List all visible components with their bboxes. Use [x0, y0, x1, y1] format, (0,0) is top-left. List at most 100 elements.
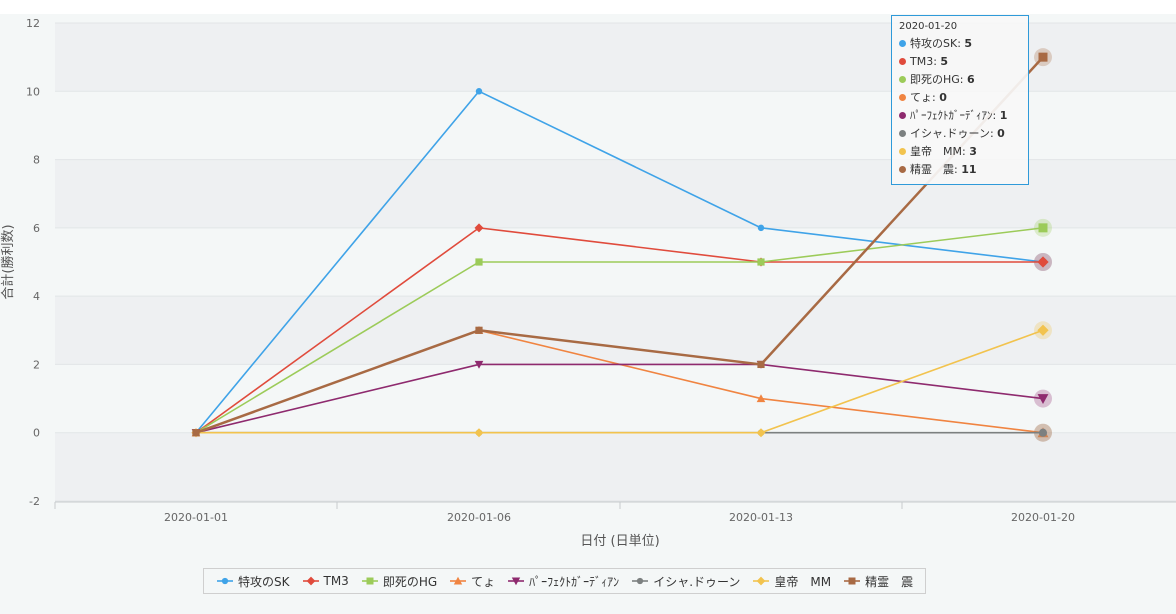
tooltip-value: 11: [961, 163, 977, 176]
data-point: [475, 258, 483, 266]
tooltip-label: 皇帝 MM:: [910, 145, 970, 158]
data-point: [474, 223, 484, 233]
legend-label: 即死のHG: [382, 574, 438, 589]
legend-marker: [306, 576, 315, 586]
legend-symbol-icon: [632, 577, 649, 585]
tooltip-row: 特攻のSK: 5: [899, 35, 1021, 53]
tooltip-dot-icon: [899, 76, 906, 83]
data-point: [757, 360, 765, 369]
x-tick-label: 2020-01-20: [1011, 511, 1075, 524]
tooltip-value: 5: [940, 55, 949, 68]
tooltip-label: てょ:: [910, 91, 940, 104]
tooltip-dot-icon: [899, 166, 906, 173]
y-tick-label: 0: [33, 427, 40, 440]
x-axis-title: 日付 (日単位): [580, 533, 659, 549]
chart-legend: 特攻のSK TM3 即死のHG てょ ﾊﾟｰﾌｪｸﾄｶﾞｰﾃﾞｨｱﾝ イシャ.ドゥーン 皇帝…: [203, 568, 927, 594]
legend-item[interactable]: イシャ.ドゥーン: [631, 573, 740, 590]
series-lines: [191, 48, 1052, 442]
tooltip-row: てょ: 0: [899, 89, 1021, 107]
series-line: [195, 227, 1043, 434]
tooltip-row: TM3: 5: [899, 53, 1021, 71]
tooltip-label: TM3:: [910, 55, 941, 68]
data-point: [474, 428, 484, 438]
legend-label: 皇帝 MM: [774, 574, 832, 589]
y-axis-title: 合計(勝利数): [0, 224, 16, 299]
data-point: [192, 429, 200, 437]
legend-label: TM3: [323, 574, 349, 588]
tooltip-dot-icon: [899, 40, 906, 47]
legend-symbol-icon: [217, 577, 233, 585]
y-tick-label: -2: [29, 495, 40, 508]
y-tick-label: 8: [33, 154, 40, 167]
data-point: [474, 360, 484, 369]
tooltip-dot-icon: [899, 112, 906, 119]
data-point: [757, 258, 765, 266]
series-line: [195, 56, 1044, 434]
tooltip-dot-icon: [899, 58, 906, 65]
tooltip-dot-icon: [899, 148, 906, 155]
tooltip-row: イシャ.ドゥーン: 0: [899, 125, 1021, 143]
x-tick-label: 2020-01-01: [164, 511, 228, 524]
legend-item[interactable]: 精霊 震: [843, 573, 913, 590]
tooltip-row: 皇帝 MM: 3: [899, 143, 1021, 161]
data-point: [756, 428, 766, 438]
y-tick-label: 10: [26, 85, 40, 98]
legend-symbol-icon: [302, 576, 319, 586]
legend-item[interactable]: 即死のHG: [361, 573, 437, 590]
data-point: [475, 326, 483, 334]
data-point: [475, 88, 483, 95]
tooltip-value: 1: [999, 109, 1008, 122]
tooltip-value: 6: [967, 73, 975, 86]
legend-marker: [453, 576, 463, 585]
series-7: [192, 48, 1052, 437]
tooltip-rows: 特攻のSK: 5 TM3: 5 即死のHG: 6 てょ: 0 ﾊﾟｰﾌｪｸﾄｶﾞｰﾃﾞｨ…: [899, 35, 1021, 179]
data-point: [757, 224, 765, 232]
tooltip-label: 特攻のSK:: [910, 37, 965, 50]
grid-band: [55, 296, 1176, 365]
data-point: [1038, 223, 1048, 233]
legend-marker: [757, 576, 766, 586]
tooltip-dot-icon: [899, 94, 906, 101]
legend-symbol-icon: [844, 577, 861, 585]
tooltip-value: 5: [964, 37, 973, 50]
data-point: [1037, 394, 1049, 404]
tooltip-row: ﾊﾟｰﾌｪｸﾄｶﾞｰﾃﾞｨｱﾝ: 1: [899, 107, 1021, 125]
tooltip-value: 0: [939, 91, 947, 104]
y-tick-label: 6: [33, 222, 40, 235]
data-tooltip: 2020-01-20 特攻のSK: 5 TM3: 5 即死のHG: 6 てょ: 0 ﾊﾟ…: [891, 15, 1029, 185]
tooltip-row: 即死のHG: 6: [899, 71, 1021, 89]
top-bar: [0, 0, 1176, 14]
legend-item[interactable]: ﾊﾟｰﾌｪｸﾄｶﾞｰﾃﾞｨｱﾝ: [507, 573, 619, 590]
series-2: [192, 218, 1052, 437]
tooltip-date: 2020-01-20: [899, 21, 958, 32]
x-tick-label: 2020-01-06: [447, 511, 511, 524]
legend-symbol-icon: [361, 577, 378, 585]
tooltip-value: 0: [997, 127, 1005, 140]
data-point: [756, 394, 766, 403]
legend-symbol-icon: [508, 577, 525, 586]
legend-item[interactable]: 皇帝 MM: [752, 573, 831, 590]
data-point: [1038, 52, 1048, 62]
y-axis-labels: -2 0 2 4 6 8 10 12: [26, 17, 40, 508]
y-tick-label: 2: [33, 358, 40, 371]
tooltip-label: 精霊 震:: [910, 163, 962, 176]
series-line: [195, 227, 1044, 434]
legend-marker: [637, 577, 644, 585]
legend-item[interactable]: 特攻のSK: [216, 573, 290, 590]
tooltip-value: 3: [969, 145, 977, 158]
legend-label: イシャ.ドゥーン: [653, 574, 741, 589]
legend-label: てょ: [471, 574, 496, 589]
tooltip-row: 精霊 震: 11: [899, 161, 1021, 179]
grid-band: [55, 432, 1176, 501]
x-tick-label: 2020-01-13: [729, 511, 793, 524]
y-tick-label: 12: [26, 17, 40, 30]
legend-label: ﾊﾟｰﾌｪｸﾄｶﾞｰﾃﾞｨｱﾝ: [529, 574, 620, 589]
tooltip-label: ﾊﾟｰﾌｪｸﾄｶﾞｰﾃﾞｨｱﾝ:: [910, 109, 1000, 122]
series-line: [196, 329, 1044, 434]
legend-label: 特攻のSK: [238, 574, 290, 589]
tooltip-label: イシャ.ドゥーン:: [910, 127, 998, 140]
legend-item[interactable]: TM3: [302, 574, 349, 588]
legend-item[interactable]: てょ: [449, 573, 495, 590]
data-point: [1038, 428, 1048, 437]
x-axis: 2020-01-01 2020-01-06 2020-01-13 2020-01-20: [54, 501, 1176, 524]
